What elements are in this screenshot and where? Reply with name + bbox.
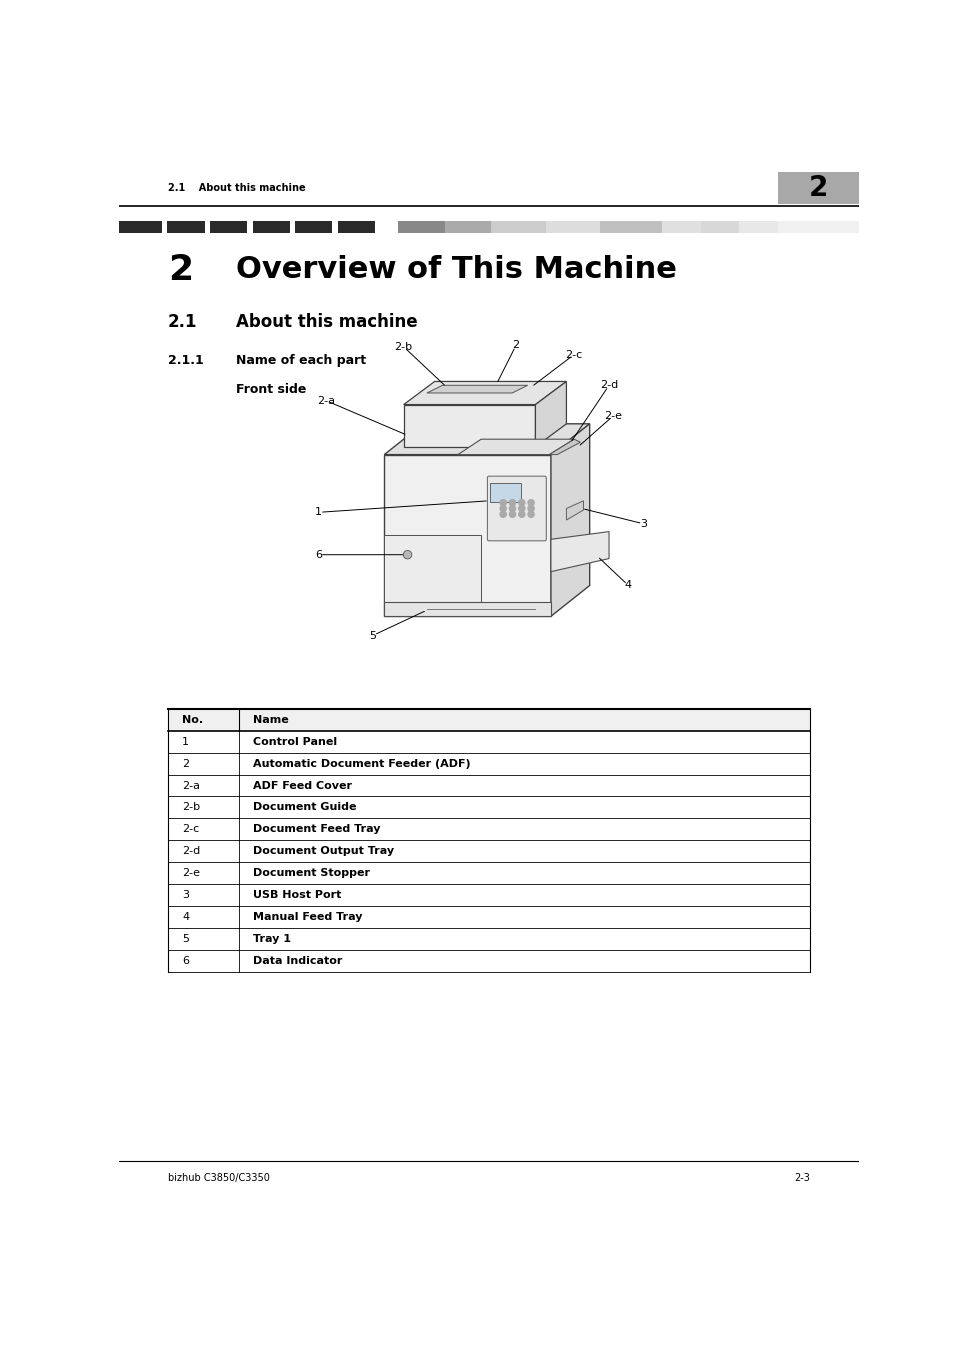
Text: bizhub C3850/C3350: bizhub C3850/C3350 [168, 1173, 270, 1183]
Text: 3: 3 [639, 518, 647, 529]
Polygon shape [550, 532, 608, 571]
Circle shape [527, 500, 534, 506]
FancyBboxPatch shape [397, 220, 444, 232]
Text: Front side: Front side [235, 382, 306, 396]
Text: Document Guide: Document Guide [253, 802, 356, 813]
Text: 2-d: 2-d [182, 846, 200, 856]
Text: 2: 2 [182, 759, 189, 768]
Polygon shape [384, 424, 589, 455]
Polygon shape [457, 439, 574, 455]
Text: 2-3: 2-3 [793, 1173, 809, 1183]
Text: 2: 2 [808, 174, 827, 202]
Polygon shape [427, 385, 527, 393]
Text: 2-c: 2-c [565, 350, 582, 359]
FancyBboxPatch shape [487, 477, 546, 541]
Text: Data Indicator: Data Indicator [253, 956, 342, 967]
Text: Manual Feed Tray: Manual Feed Tray [253, 913, 362, 922]
FancyBboxPatch shape [545, 220, 599, 232]
Text: 2.1: 2.1 [168, 313, 197, 331]
FancyBboxPatch shape [168, 709, 809, 730]
FancyBboxPatch shape [337, 220, 375, 232]
FancyBboxPatch shape [403, 405, 535, 447]
Text: Name: Name [253, 714, 289, 725]
FancyBboxPatch shape [384, 536, 480, 617]
FancyBboxPatch shape [294, 220, 332, 232]
Text: 6: 6 [182, 956, 189, 967]
Text: Document Feed Tray: Document Feed Tray [253, 825, 380, 834]
Text: 2-d: 2-d [599, 381, 618, 390]
Text: USB Host Port: USB Host Port [253, 890, 341, 900]
FancyBboxPatch shape [210, 220, 247, 232]
Text: 2-c: 2-c [182, 825, 199, 834]
Circle shape [499, 505, 506, 512]
Text: 2-e: 2-e [182, 868, 200, 879]
FancyBboxPatch shape [444, 220, 491, 232]
FancyBboxPatch shape [119, 220, 162, 232]
Text: 2-a: 2-a [182, 780, 200, 791]
Text: 2-a: 2-a [316, 396, 335, 406]
FancyBboxPatch shape [700, 220, 739, 232]
Text: About this machine: About this machine [235, 313, 416, 331]
Circle shape [518, 505, 524, 512]
Polygon shape [566, 501, 583, 520]
FancyBboxPatch shape [384, 602, 550, 617]
Text: 2.1    About this machine: 2.1 About this machine [168, 184, 305, 193]
Text: 2-b: 2-b [395, 342, 413, 352]
Text: 5: 5 [369, 630, 375, 640]
Text: Document Stopper: Document Stopper [253, 868, 370, 879]
Text: 4: 4 [624, 580, 631, 590]
Text: Control Panel: Control Panel [253, 737, 337, 747]
Text: 3: 3 [182, 890, 189, 900]
Text: 4: 4 [182, 913, 189, 922]
FancyBboxPatch shape [739, 220, 778, 232]
Text: 5: 5 [182, 934, 189, 944]
Circle shape [509, 512, 515, 517]
Text: 2-e: 2-e [603, 412, 621, 421]
Text: Name of each part: Name of each part [235, 354, 365, 367]
FancyBboxPatch shape [167, 220, 204, 232]
FancyBboxPatch shape [491, 220, 545, 232]
FancyBboxPatch shape [384, 455, 550, 617]
Polygon shape [535, 382, 566, 447]
FancyBboxPatch shape [204, 220, 210, 232]
FancyBboxPatch shape [332, 220, 337, 232]
FancyBboxPatch shape [375, 220, 397, 232]
FancyBboxPatch shape [661, 220, 700, 232]
FancyBboxPatch shape [778, 171, 858, 204]
FancyBboxPatch shape [490, 483, 521, 502]
Circle shape [518, 512, 524, 517]
FancyBboxPatch shape [778, 220, 858, 232]
Text: ADF Feed Cover: ADF Feed Cover [253, 780, 352, 791]
Text: Tray 1: Tray 1 [253, 934, 291, 944]
Text: 2: 2 [168, 252, 193, 286]
Circle shape [499, 500, 506, 506]
Text: 1: 1 [314, 508, 321, 517]
Circle shape [509, 505, 515, 512]
Text: No.: No. [182, 714, 203, 725]
Circle shape [499, 512, 506, 517]
Text: 1: 1 [182, 737, 189, 747]
FancyBboxPatch shape [599, 220, 661, 232]
Circle shape [527, 512, 534, 517]
Circle shape [527, 505, 534, 512]
Polygon shape [549, 439, 579, 455]
Circle shape [403, 551, 412, 559]
Text: 2: 2 [512, 340, 519, 350]
Circle shape [509, 500, 515, 506]
Text: Document Output Tray: Document Output Tray [253, 846, 394, 856]
Text: 6: 6 [314, 549, 321, 560]
FancyBboxPatch shape [253, 220, 290, 232]
Text: Automatic Document Feeder (ADF): Automatic Document Feeder (ADF) [253, 759, 471, 768]
FancyBboxPatch shape [290, 220, 294, 232]
FancyBboxPatch shape [247, 220, 253, 232]
Circle shape [518, 500, 524, 506]
FancyBboxPatch shape [162, 220, 167, 232]
Text: Overview of This Machine: Overview of This Machine [235, 255, 676, 285]
Text: 2-b: 2-b [182, 802, 200, 813]
Text: 2.1.1: 2.1.1 [168, 354, 204, 367]
Polygon shape [403, 382, 566, 405]
Polygon shape [550, 424, 589, 617]
